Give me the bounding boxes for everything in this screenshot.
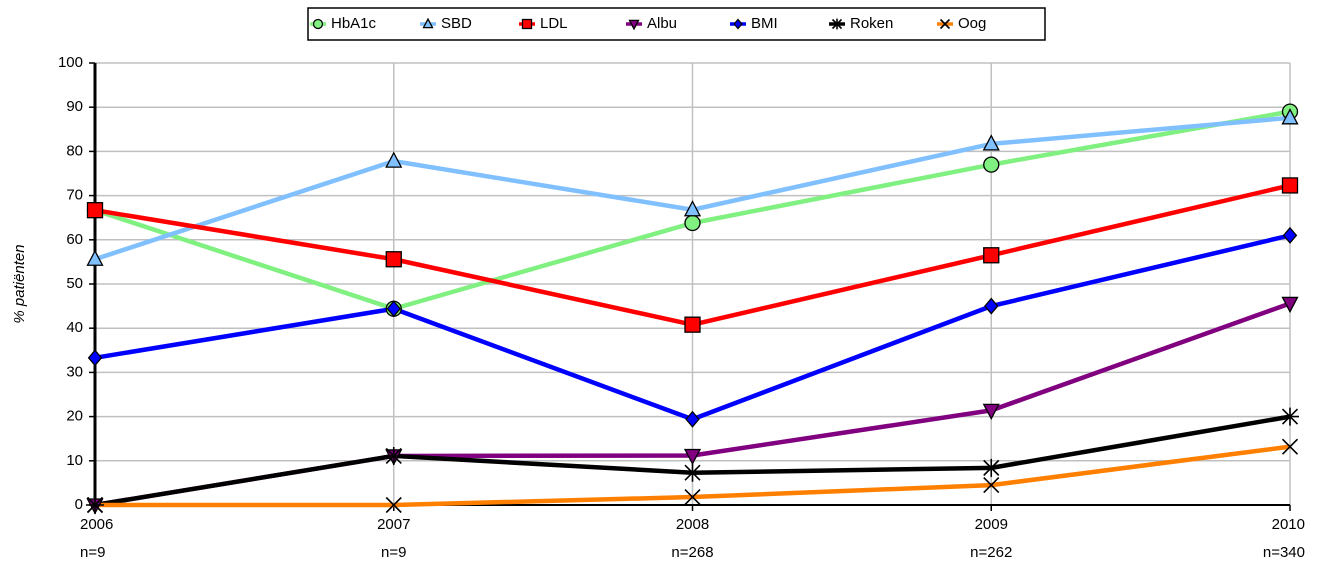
data-point — [683, 200, 702, 217]
y-tick-label: 10 — [66, 452, 83, 469]
data-point — [684, 214, 701, 232]
y-axis-label: % patiënten — [11, 244, 28, 323]
data-point — [1281, 108, 1299, 125]
data-point — [86, 202, 104, 219]
x-tick-label: 2010 — [1272, 516, 1305, 533]
legend-marker — [733, 18, 743, 30]
y-tick-label: 40 — [66, 319, 83, 336]
data-point — [87, 349, 103, 367]
legend-label: HbA1c — [331, 15, 377, 32]
data-point — [684, 488, 701, 506]
legend-label: Roken — [850, 15, 893, 32]
data-point — [982, 458, 1001, 477]
x-tick-note: n=268 — [671, 544, 713, 561]
data-point — [385, 496, 402, 514]
data-point — [1282, 226, 1298, 244]
data-point — [683, 448, 702, 466]
data-point — [1281, 177, 1299, 194]
x-tick-label: 2006 — [80, 516, 113, 533]
legend-marker — [939, 18, 951, 30]
data-point — [86, 496, 104, 514]
x-tick-note: n=9 — [80, 544, 105, 561]
y-tick-label: 30 — [66, 363, 83, 380]
legend-marker — [831, 18, 843, 30]
data-point — [983, 247, 1000, 264]
data-point — [982, 403, 1000, 421]
y-tick-label: 50 — [66, 275, 83, 292]
data-point — [385, 151, 403, 168]
y-tick-label: 70 — [66, 187, 83, 204]
data-point — [684, 316, 701, 333]
data-point — [1281, 438, 1299, 455]
x-tick-note: n=340 — [1263, 544, 1305, 561]
data-point — [683, 463, 702, 482]
legend-label: LDL — [540, 15, 568, 32]
data-point — [982, 134, 1000, 151]
y-tick-label: 60 — [66, 231, 83, 248]
data-point — [1281, 296, 1299, 314]
x-tick-label: 2007 — [377, 516, 410, 533]
data-point — [983, 477, 1000, 494]
legend-marker — [628, 19, 640, 31]
legend-label: Oog — [958, 15, 986, 32]
data-point — [385, 251, 402, 268]
y-tick-label: 100 — [58, 54, 83, 71]
x-tick-label: 2008 — [676, 516, 709, 533]
y-tick-label: 90 — [66, 98, 83, 115]
legend-marker — [422, 17, 434, 29]
data-point — [384, 446, 403, 465]
x-tick-note: n=262 — [970, 544, 1012, 561]
y-tick-label: 0 — [75, 496, 83, 513]
legend-marker — [312, 18, 324, 30]
legend-marker — [521, 18, 533, 30]
data-point — [86, 249, 104, 266]
x-tick-note: n=9 — [381, 544, 406, 561]
legend-label: BMI — [751, 15, 778, 32]
legend-label: Albu — [647, 15, 677, 32]
data-point — [386, 300, 401, 318]
x-tick-label: 2009 — [975, 516, 1008, 533]
data-point — [685, 410, 700, 428]
legend-label: SBD — [441, 15, 472, 32]
data-point — [983, 156, 1000, 173]
y-tick-label: 20 — [66, 408, 83, 425]
y-tick-label: 80 — [66, 142, 83, 159]
data-point — [984, 297, 999, 315]
data-point — [1281, 407, 1299, 426]
